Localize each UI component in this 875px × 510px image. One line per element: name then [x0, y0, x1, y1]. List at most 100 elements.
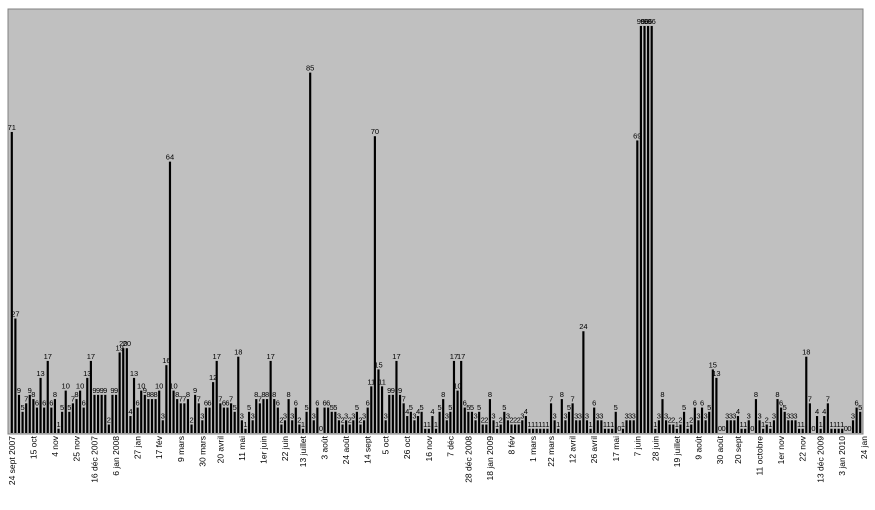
data-label: 3 — [473, 411, 477, 420]
bar — [201, 420, 204, 433]
bar — [625, 420, 628, 433]
bar — [567, 411, 571, 433]
data-label: 3 — [704, 411, 708, 420]
bar — [89, 360, 92, 433]
data-label: 9 — [103, 386, 107, 395]
tick-label: 22 nov — [798, 435, 808, 461]
data-label: 6 — [463, 399, 467, 408]
bar — [183, 403, 186, 433]
data-label: 6 — [222, 399, 226, 408]
tick-label: 16 déc 2007 — [89, 436, 99, 483]
data-label: 69 — [633, 131, 641, 140]
tick-label: 9 août — [693, 435, 703, 459]
bar — [557, 428, 560, 433]
data-label: 3 — [312, 411, 316, 420]
bar-series — [10, 25, 862, 434]
bar — [481, 424, 484, 433]
data-label: 4 — [430, 407, 434, 416]
data-label: 6 — [204, 399, 208, 408]
bar — [345, 420, 348, 433]
tick-label: 17 fév — [154, 435, 164, 459]
bar — [535, 428, 538, 433]
data-label: 4 — [128, 407, 132, 416]
bar — [611, 428, 614, 433]
data-label: 5 — [502, 403, 506, 412]
data-label: 1 — [423, 420, 427, 429]
data-label: 7 — [571, 394, 575, 403]
bar — [467, 411, 470, 433]
bar — [197, 403, 200, 433]
data-label: 1 — [829, 420, 833, 429]
tick-label: 6 jan 2008 — [111, 436, 121, 476]
data-label: 7 — [197, 394, 201, 403]
bar — [107, 424, 110, 433]
data-label: 1 — [301, 420, 305, 429]
bar — [675, 428, 678, 433]
bar — [398, 394, 402, 433]
data-label: 10 — [169, 382, 177, 391]
bar — [255, 399, 258, 433]
data-label: 8 — [287, 390, 291, 399]
bar — [291, 420, 294, 433]
data-label: 3 — [362, 411, 366, 420]
bar — [438, 411, 441, 433]
bar — [506, 420, 509, 433]
tick-label: 30 août — [715, 435, 725, 464]
data-label: 9 — [96, 386, 100, 395]
bar — [549, 403, 553, 433]
bar — [859, 411, 862, 433]
data-label: 6 — [855, 399, 859, 408]
data-label: 3 — [412, 411, 416, 420]
bar — [578, 420, 581, 433]
bar — [790, 420, 793, 433]
bar — [798, 428, 801, 433]
bar — [762, 428, 765, 433]
bar — [542, 428, 545, 433]
data-label: 9 — [17, 386, 21, 395]
bar — [280, 424, 283, 433]
data-label: 2 — [765, 416, 769, 425]
data-label: 5 — [304, 403, 308, 412]
data-label: 9 — [398, 386, 402, 395]
bar — [330, 411, 333, 433]
data-label: 1 — [434, 420, 438, 429]
data-label: 3 — [786, 411, 790, 420]
bar — [449, 411, 452, 433]
data-label: 5 — [466, 403, 470, 412]
bar — [172, 390, 175, 433]
bar — [377, 369, 380, 433]
data-label: 1 — [833, 420, 837, 429]
bar — [546, 428, 549, 433]
data-label: 9 — [110, 386, 114, 395]
bar — [733, 420, 736, 433]
data-label: 96 — [648, 17, 656, 26]
data-label: 2 — [279, 416, 283, 425]
bar — [265, 399, 269, 433]
bar — [470, 411, 474, 433]
data-label: 6 — [592, 399, 596, 408]
data-label: 27 — [11, 310, 19, 319]
tick-label: 13 juillet — [298, 435, 308, 467]
bar — [596, 420, 599, 433]
data-label: 9 — [100, 386, 104, 395]
bar — [208, 407, 211, 433]
bar — [359, 424, 362, 433]
data-label: 2 — [517, 416, 521, 425]
data-label: 6 — [315, 399, 319, 408]
data-label: 2 — [358, 416, 362, 425]
plot-area — [7, 8, 864, 435]
data-label: 24 — [579, 322, 587, 331]
data-label: 9 — [391, 386, 395, 395]
bar — [772, 420, 776, 433]
data-label: 3 — [384, 411, 388, 420]
bar — [629, 420, 632, 433]
data-label: 1 — [801, 420, 805, 429]
bar — [740, 428, 743, 433]
bar — [463, 407, 466, 433]
data-label: 1 — [768, 420, 772, 429]
bar — [150, 399, 154, 433]
tick-label: 22 mars — [546, 436, 556, 467]
data-label: 3 — [596, 411, 600, 420]
bar — [363, 420, 366, 433]
data-label: 3 — [251, 411, 255, 420]
